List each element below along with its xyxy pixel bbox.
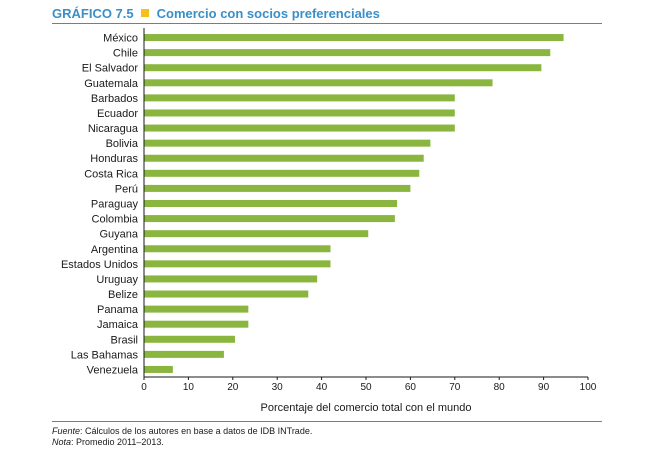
category-label: Perú (115, 183, 138, 195)
footnotes: Fuente: Cálculos de los autores en base … (52, 426, 312, 448)
x-axis-title: Porcentaje del comercio total con el mun… (261, 402, 472, 414)
category-label: México (103, 33, 138, 45)
category-label: Nicaragua (88, 123, 139, 135)
note: Nota: Promedio 2011–2013. (52, 437, 312, 448)
category-label: Jamaica (97, 319, 139, 331)
category-label: Guatemala (84, 78, 139, 90)
bar (144, 245, 331, 253)
x-tick-label: 20 (227, 382, 239, 393)
category-label: Costa Rica (84, 168, 139, 180)
bar (144, 34, 564, 42)
category-label: Brasil (110, 334, 138, 346)
bar (144, 350, 224, 358)
x-tick-label: 80 (494, 382, 506, 393)
category-label: Bolivia (106, 138, 139, 150)
category-label: Venezuela (87, 364, 139, 376)
note-label: Nota (52, 437, 72, 447)
x-tick-label: 0 (141, 382, 147, 393)
bar-chart: México Chile El Salvador Guatemala Barbados E… (61, 28, 597, 414)
bar (144, 169, 420, 177)
bar (144, 200, 398, 207)
figure-header: GRÁFICO 7.5 Comercio con socios preferen… (52, 4, 380, 22)
category-label: El Salvador (82, 63, 139, 75)
bar (144, 230, 369, 238)
bar (144, 260, 331, 268)
category-label: Belize (108, 289, 138, 301)
x-tick-label: 50 (360, 382, 372, 393)
category-label: Estados Unidos (61, 259, 139, 271)
category-label: Uruguay (96, 274, 138, 286)
x-tick-label: 100 (580, 382, 597, 393)
category-label: Honduras (90, 153, 138, 165)
x-tick-label: 40 (316, 382, 328, 393)
bar (144, 94, 455, 102)
x-tick-label: 10 (183, 382, 195, 393)
category-label: Panama (97, 304, 139, 316)
category-label: Colombia (92, 214, 139, 226)
bar (144, 320, 249, 328)
bar (144, 64, 542, 72)
category-label: Barbados (91, 93, 139, 105)
source-label: Fuente (52, 426, 81, 436)
bar (144, 305, 249, 313)
bar (144, 184, 411, 192)
bar (144, 335, 236, 343)
bar (144, 49, 551, 57)
x-tick-label: 60 (405, 382, 417, 393)
bar (144, 290, 309, 298)
bar (144, 275, 318, 283)
bar (144, 124, 455, 132)
bar (144, 365, 173, 373)
category-label: Chile (113, 48, 138, 60)
bottom-divider (52, 421, 602, 422)
category-label: Argentina (91, 244, 139, 256)
bar (144, 154, 424, 162)
top-divider (52, 23, 602, 24)
square-bullet-icon (140, 9, 149, 17)
figure-label: GRÁFICO 7.5 (52, 5, 134, 21)
category-label: Guyana (99, 229, 138, 241)
bar (144, 79, 493, 87)
bar (144, 215, 395, 223)
category-label: Paraguay (91, 199, 139, 211)
x-tick-label: 70 (449, 382, 461, 393)
category-label: Las Bahamas (71, 349, 139, 361)
category-label: Ecuador (97, 108, 138, 120)
bar (144, 139, 431, 147)
chart-title: Comercio con socios preferenciales (156, 5, 380, 21)
x-tick-label: 90 (538, 382, 550, 393)
x-tick-label: 30 (272, 382, 284, 393)
note-text: : Promedio 2011–2013. (71, 437, 164, 447)
source-text: : Cálculos de los autores en base a dato… (80, 426, 313, 436)
source-note: Fuente: Cálculos de los autores en base … (52, 426, 312, 437)
bar (144, 109, 455, 117)
